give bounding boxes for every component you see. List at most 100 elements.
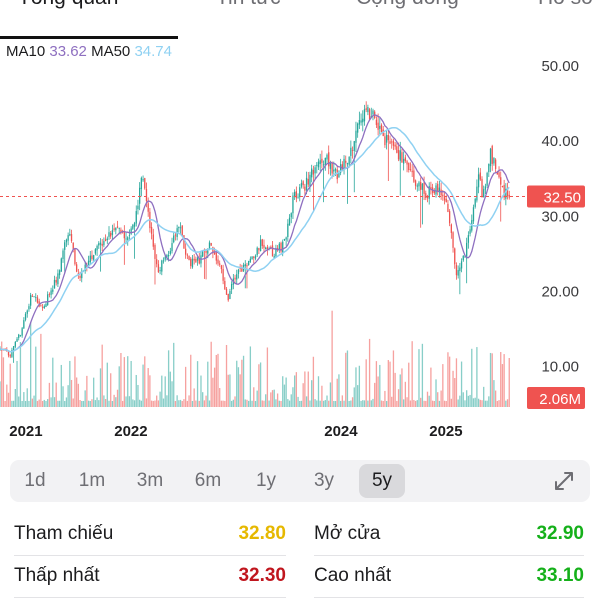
volume-bar (121, 400, 124, 407)
volume-bar (433, 400, 435, 407)
candle-body (321, 158, 323, 163)
volume-bar (70, 379, 73, 407)
volume-bar (125, 396, 127, 407)
candle-body (363, 109, 366, 122)
candle-body (60, 258, 62, 272)
volume-bar (159, 391, 161, 407)
candle-body (74, 248, 76, 265)
volume-bar (413, 399, 415, 407)
volume-bar (355, 367, 357, 407)
candle-body (156, 259, 158, 265)
range-5y-button[interactable]: 5y (359, 464, 405, 498)
ma10-line (0, 114, 510, 353)
candle-body (261, 239, 263, 246)
volume-bar (116, 389, 119, 407)
candle-body (202, 251, 204, 257)
expand-arrows-icon[interactable] (552, 469, 576, 493)
candle-body (111, 230, 114, 235)
volume-bar (278, 400, 280, 407)
tab-profile[interactable]: Hồ sơ (538, 0, 595, 10)
candle-body (368, 109, 371, 120)
candle-body (87, 260, 90, 267)
volume-bar (345, 352, 347, 407)
volume-label: 2.06M (539, 391, 581, 408)
x-tick-label: 2022 (114, 423, 147, 440)
range-selector: 1d 1m 3m 6m 1y 3y 5y (10, 460, 590, 502)
reference-label: Tham chiếu (14, 523, 114, 544)
volume-bar (357, 385, 359, 407)
range-1d-button[interactable]: 1d (24, 470, 46, 491)
volume-bar (24, 400, 27, 407)
volume-bar (4, 400, 6, 407)
volume-bar (399, 374, 401, 407)
candle-body (283, 238, 286, 241)
volume-bar (472, 398, 475, 407)
range-6m-button[interactable]: 6m (194, 470, 222, 491)
candle-body (191, 258, 194, 268)
candle-body (254, 255, 257, 259)
range-1m-button[interactable]: 1m (78, 470, 106, 491)
volume-bar (314, 399, 316, 407)
candle-body (69, 234, 71, 236)
volume-bar (460, 361, 463, 407)
volume-bar (43, 399, 45, 407)
candle-body (353, 141, 355, 151)
candle-body (503, 184, 505, 198)
volume-bar (394, 372, 396, 407)
candle-body (108, 232, 110, 237)
candle-body (394, 144, 396, 147)
candle-body (343, 158, 345, 169)
x-tick-label: 2021 (9, 423, 42, 440)
volume-bar (23, 392, 25, 407)
volume-bar (396, 400, 398, 407)
volume-bar (98, 400, 100, 407)
volume-bar (311, 380, 313, 407)
volume-bar (406, 397, 408, 407)
candle-body (278, 243, 280, 250)
candle-body (280, 242, 282, 252)
tab-overview[interactable]: Tổng quan (18, 0, 118, 10)
candle-body (154, 245, 156, 259)
candle-body (12, 346, 15, 351)
candle-body (104, 239, 107, 242)
ma50-label: MA50 (91, 43, 131, 60)
volume-bar (443, 400, 446, 407)
candle-body (70, 234, 73, 242)
candle-body (217, 259, 219, 264)
volume-bar (82, 400, 85, 407)
candle-body (433, 190, 435, 194)
tab-news[interactable]: Tin tức (216, 0, 281, 10)
candle-body (106, 238, 108, 241)
volume-bar (353, 387, 355, 407)
candle-body (375, 119, 378, 125)
volume-bar (225, 344, 228, 407)
volume-bar (508, 358, 510, 407)
volume-bar (242, 355, 245, 407)
volume-bar (236, 360, 238, 407)
candle-body (53, 279, 56, 289)
volume-bar (387, 360, 389, 407)
price-chart[interactable]: 50.00 40.00 30.00 20.00 10.00 2021 2022 2024 202… (0, 40, 600, 445)
candle-body (236, 274, 238, 280)
volume-bar (317, 376, 320, 407)
volume-bar (339, 400, 342, 407)
volume-bar (253, 387, 255, 407)
volume-bar (128, 396, 131, 407)
volume-bar (93, 377, 95, 407)
volume-bar (348, 400, 350, 407)
candle-body (225, 288, 228, 295)
candle-body (198, 258, 200, 264)
volume-bar (89, 400, 91, 407)
volume-bar (305, 396, 308, 407)
volume-bar (246, 399, 248, 407)
volume-bar (229, 374, 231, 407)
candle-body (212, 247, 214, 254)
range-3m-button[interactable]: 3m (136, 470, 164, 491)
candle-body (445, 198, 447, 203)
volume-bar (62, 386, 64, 407)
volume-bar (454, 378, 456, 407)
range-1y-button[interactable]: 1y (255, 470, 277, 491)
tab-community[interactable]: Cộng đồng (356, 0, 459, 10)
volume-bar (324, 400, 326, 407)
range-3y-button[interactable]: 3y (313, 470, 335, 491)
